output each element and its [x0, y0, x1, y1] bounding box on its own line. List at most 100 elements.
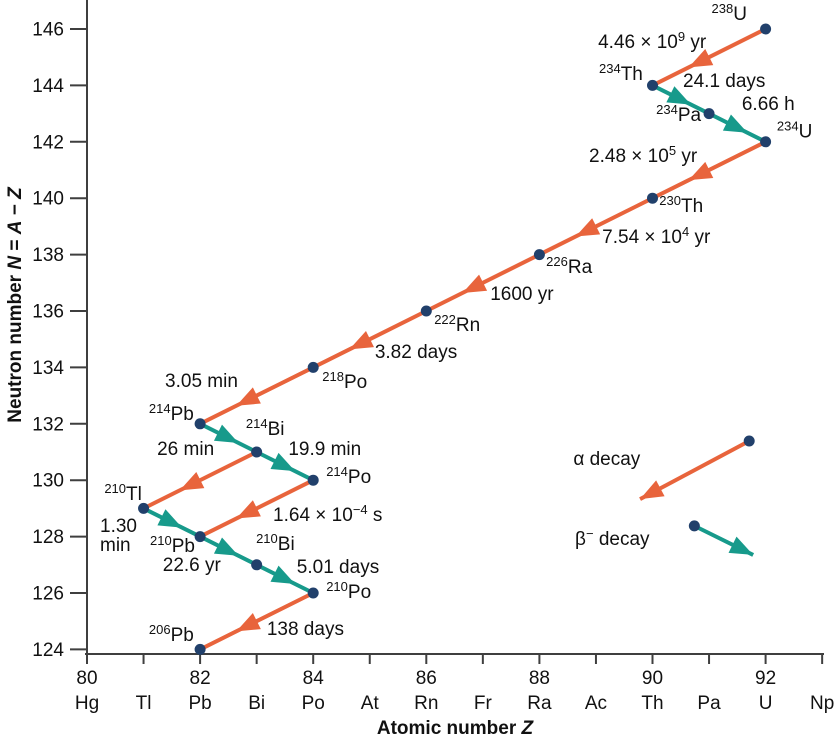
nuclide-dot-Po-214 [307, 474, 319, 486]
decay-arrow-Pb-210-Bi-210 [199, 534, 258, 567]
y-tick-label: 124 [32, 640, 64, 661]
nuclide-dots [138, 23, 772, 655]
half-life-label-Pb-210: 22.6 yr [163, 555, 222, 576]
y-axis-title: Neutron number N = A − Z [5, 186, 26, 423]
decay-arrow-Ra-226-Rn-222 [425, 252, 541, 313]
nuclide-label-Tl-210: 210Tl [104, 481, 142, 505]
nuclide-dot-Po-218 [307, 361, 319, 373]
nuclide-label-U-234: 234U [777, 119, 812, 143]
half-life-label-Po-218: 3.05 min [165, 371, 238, 392]
arrowhead-icon [462, 274, 488, 293]
x-element-label: Pb [188, 693, 211, 714]
y-tick-label: 130 [32, 471, 64, 492]
nuclide-label-Pa-234: 234Pa [656, 102, 701, 126]
arrowhead-icon [236, 387, 261, 406]
arrowhead-icon [236, 500, 261, 519]
arrowhead-icon [270, 452, 296, 472]
decay-arrow-Po-218-Pb-214 [199, 365, 315, 426]
x-element-label: Hg [75, 693, 99, 714]
decay-arrow-U-238-Th-234 [651, 27, 767, 88]
nuclide-dot-Th-230 [647, 192, 658, 204]
x-tick-label: 90 [642, 668, 663, 689]
decay-arrow-Th-230-Ra-226 [538, 196, 654, 257]
x-tick-label: 80 [76, 668, 97, 689]
legend-label-alpha: α decay [573, 449, 640, 470]
arrowhead-icon [179, 472, 205, 491]
x-element-label: Tl [136, 693, 152, 714]
x-element-label: Ac [585, 693, 607, 714]
x-tick-label: 88 [529, 668, 550, 689]
x-element-label: At [361, 693, 380, 714]
arrowhead-icon [666, 86, 691, 105]
arrowhead-icon [349, 331, 374, 350]
x-tick-label: 84 [303, 668, 325, 689]
y-tick-label: 138 [32, 245, 64, 266]
x-axis-title: Atomic number Z [377, 718, 535, 739]
decay-arrow-Rn-222-Po-218 [312, 309, 428, 370]
nuclide-label-Bi-214: 214Bi [246, 416, 285, 440]
nuclide-dot-Th-234 [647, 79, 658, 91]
nuclide-label-Pb-206: 206Pb [149, 622, 194, 646]
x-element-label: Np [810, 693, 834, 714]
decay-arrow-Pa-234-U-234 [708, 111, 767, 144]
decay-arrow-Th-234-Pa-234 [651, 83, 710, 116]
y-tick-label: 126 [32, 584, 64, 605]
nuclide-dot-Rn-222 [420, 305, 432, 317]
arrowhead-icon [213, 537, 239, 556]
nuclide-label-Po-214: 214Po [326, 464, 371, 488]
half-life-label-U-234: 2.48 × 105 yr [589, 143, 698, 167]
x-tick-label: 92 [755, 668, 776, 689]
nuclide-dot-U-234 [760, 136, 772, 148]
x-element-label: Ra [527, 693, 552, 714]
legend-dot-beta [688, 520, 700, 532]
decay-arrow-Bi-214-Po-214 [255, 450, 315, 482]
arrowhead-icon [688, 49, 714, 68]
half-life-label-Pa-234: 6.66 h [742, 94, 795, 115]
arrowhead-icon [157, 509, 183, 528]
nuclide-dot-Pb-206 [194, 643, 206, 655]
x-element-label: Po [302, 693, 325, 714]
x-element-label: Rn [414, 693, 438, 714]
arrowhead-icon [213, 424, 239, 443]
nuclide-label-Ra-226: 226Ra [546, 254, 592, 278]
half-life-label-Tl-210: 1.30 min [100, 516, 137, 556]
half-life-label-Bi-210: 5.01 days [297, 557, 379, 578]
nuclide-label-Pb-214: 214Pb [149, 401, 194, 425]
x-tick-label: 82 [190, 668, 211, 689]
nuclide-label-Th-230: 230Th [659, 193, 703, 217]
nuclide-dot-U-238 [760, 23, 772, 35]
legend: α decay β− decay [573, 435, 755, 557]
nuclide-label-Rn-222: 222Rn [434, 312, 480, 336]
decay-arrow-Bi-214-Tl-210 [142, 450, 258, 511]
nuclide-dot-Bi-210 [251, 559, 263, 571]
decay-arrows [142, 27, 767, 652]
half-life-label-Th-230: 7.54 × 104 yr [602, 224, 711, 248]
nuclide-dot-Pb-214 [194, 418, 206, 430]
half-life-label-Ra-226: 1600 yr [490, 284, 554, 305]
nuclide-label-Po-210: 210Po [326, 579, 371, 603]
legend-dot-alpha [743, 435, 755, 447]
x-element-label: Bi [248, 693, 265, 714]
arrowhead-icon [640, 480, 665, 500]
arrowhead-icon [722, 114, 748, 133]
arrowhead-icon [688, 161, 714, 181]
x-element-label: Fr [474, 693, 493, 714]
x-tick-label: 86 [416, 668, 437, 689]
nuclide-label-Bi-210: 210Bi [256, 531, 295, 555]
axes: 124 126 128 130 132 134 136 138 140 142 144 146 80 Hg… [5, 0, 834, 739]
arrowhead-icon [728, 536, 754, 555]
decay-arrow-Po-210-Pb-206 [199, 591, 315, 652]
arrowhead-icon [236, 613, 261, 632]
nuclide-label-Po-218: 218Po [322, 369, 367, 393]
decay-arrow-U-234-Th-230 [651, 140, 767, 200]
legend-item-alpha: α decay [573, 435, 755, 501]
y-tick-label: 142 [32, 132, 64, 153]
half-life-label-Rn-222: 3.82 days [375, 342, 457, 363]
y-tick-label: 132 [32, 414, 64, 435]
nuclide-label-Th-234: 234Th [599, 61, 643, 85]
nuclide-dot-Ra-226 [533, 249, 545, 261]
half-life-label-Po-210: 138 days [267, 619, 344, 640]
x-element-label: Pa [697, 693, 721, 714]
